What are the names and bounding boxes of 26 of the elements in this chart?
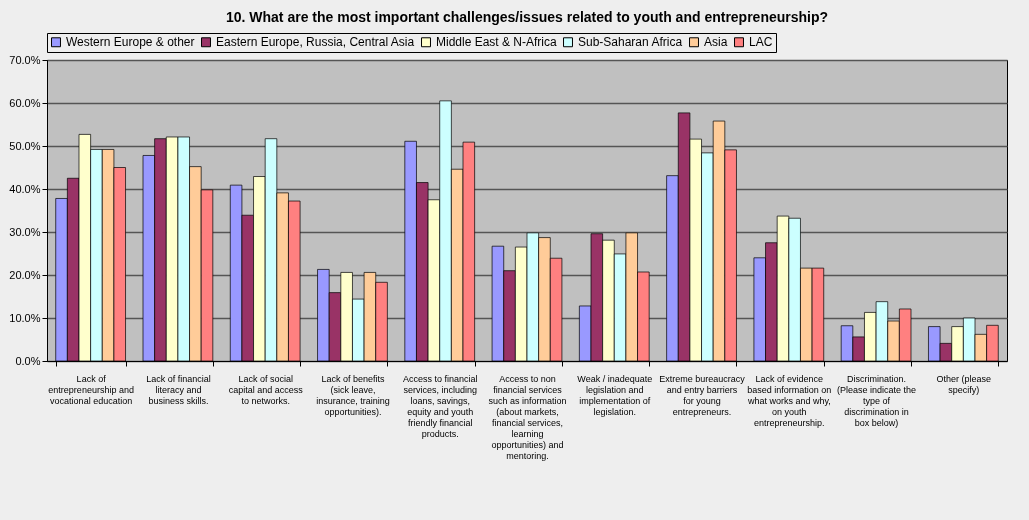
y-tick-label: 40.0% — [9, 182, 41, 195]
chart-title: 10. What are the most important challenges/issues related to youth and entrepreneurship? — [225, 8, 829, 25]
y-tick-label: 0.0% — [15, 354, 41, 367]
y-tick-label: 30.0% — [9, 225, 41, 238]
x-tick-label: Lack of social capital and access to networks. — [228, 373, 304, 406]
legend-label: Middle East & N-Africa — [436, 35, 558, 50]
legend-label: Sub-Saharan Africa — [578, 35, 683, 50]
y-tick-label: 50.0% — [9, 139, 41, 152]
legend-label: LAC — [749, 35, 773, 50]
legend-label: Eastern Europe, Russia, Central Asia — [216, 35, 415, 50]
x-tick-label: Lack of evidence based information on what works and why, on youth entrepreneurship. — [746, 373, 832, 428]
x-tick-label: Lack of entrepreneurship and vocational education — [48, 373, 134, 406]
x-tick-label: Extreme bureaucracy and entry barriers for young entrepreneurs. — [659, 373, 746, 417]
x-tick-label: Other (please specify) — [936, 373, 992, 395]
legend-label: Asia — [704, 35, 728, 50]
y-tick-label: 60.0% — [9, 96, 41, 109]
x-tick-label: Access to non financial services such as information (about markets, financial services, learning opportunities) and mentoring. — [488, 373, 567, 461]
y-tick-label: 70.0% — [9, 53, 41, 66]
x-tick-label: Lack of financial literacy and business skills. — [146, 373, 211, 406]
y-tick-label: 10.0% — [9, 311, 41, 324]
x-tick-label: Lack of benefits (sick leave, insurance, training opportunities). — [316, 373, 390, 417]
x-tick-label: Discrimination. (Please indicate the type of discrimination in box below) — [837, 373, 917, 428]
x-tick-label: Access to financial services, including loans, savings, equity and youth friendly financial products. — [402, 373, 478, 439]
legend-label: Western Europe & other — [66, 35, 195, 50]
x-tick-label: Weak / inadequate legislation and implementation of legislation. — [577, 373, 653, 417]
y-tick-label: 20.0% — [9, 268, 41, 281]
